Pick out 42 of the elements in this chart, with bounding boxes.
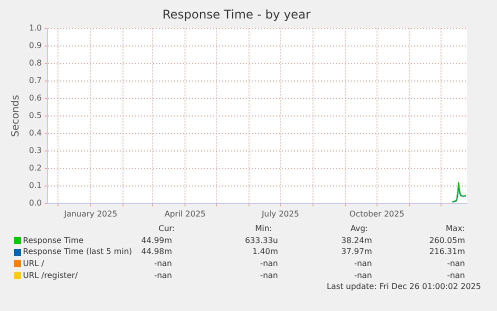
x-tick-label: October 2025 (349, 209, 404, 218)
chart-title: Response Time - by year (162, 7, 311, 22)
y-tick-label: 0.7 (28, 76, 42, 85)
text: 633.33u (244, 236, 278, 245)
x-tick-label: April 2025 (164, 209, 206, 218)
y-tick-label: 0.9 (28, 40, 42, 50)
text: 44.99m (141, 236, 172, 245)
y-tick-label: 1.0 (28, 23, 42, 32)
y-tick-label: 0.6 (28, 93, 42, 102)
text: 216.31m (429, 247, 465, 256)
legend-label: Response Time (last 5 min) (22, 247, 132, 256)
y-axis-title: Seconds (10, 94, 22, 137)
text: Cur: (158, 224, 175, 233)
text: 1.40m (252, 247, 278, 256)
y-tick-label: 0.5 (28, 110, 42, 120)
text: 260.05m (429, 236, 465, 245)
y-tick-label: 0.0 (28, 198, 42, 208)
text: -nan (447, 270, 465, 280)
legend-label: URL / (22, 259, 44, 268)
y-tick-label: 0.3 (28, 146, 42, 155)
text: Min: (255, 224, 272, 233)
text: Avg: (350, 224, 368, 233)
text: -nan (260, 270, 278, 280)
text: -nan (260, 259, 278, 268)
text: Max: (446, 224, 465, 233)
text: -nan (354, 270, 372, 280)
y-tick-label: 0.1 (28, 180, 42, 190)
text: Last update: Fri Dec 26 01:00:02 2025 (326, 282, 481, 292)
text: -nan (447, 259, 465, 268)
text: 37.97m (341, 247, 372, 256)
y-tick-label: 0.8 (28, 58, 42, 68)
x-tick-label: July 2025 (260, 209, 300, 218)
text: -nan (154, 259, 172, 268)
y-tick-label: 0.2 (28, 163, 42, 172)
text: 44.98m (141, 247, 172, 256)
y-tick-label: 0.4 (28, 128, 42, 138)
legend-label: Response Time (22, 236, 84, 245)
text: -nan (354, 259, 372, 268)
text: 38.24m (341, 236, 372, 245)
legend-label: URL /register/ (22, 270, 78, 280)
text: -nan (154, 270, 172, 280)
x-tick-label: January 2025 (63, 209, 118, 218)
